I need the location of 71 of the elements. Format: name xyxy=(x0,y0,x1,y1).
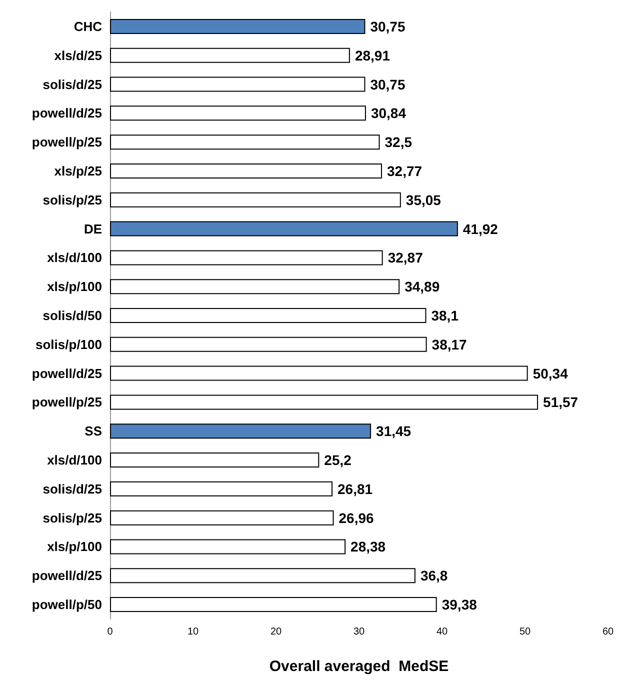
y-tick-label: xls/d/25 xyxy=(54,48,102,63)
y-tick-label: solis/d/25 xyxy=(42,481,102,496)
y-tick-label: xls/d/100 xyxy=(47,452,102,468)
y-tick-label: solis/d/50 xyxy=(42,308,102,323)
data-label: 50,34 xyxy=(532,365,568,382)
y-tick-label: powell/p/50 xyxy=(32,597,102,612)
bar xyxy=(110,394,538,410)
data-label: 34,89 xyxy=(404,278,440,295)
bar xyxy=(110,192,401,208)
x-tick-label: 30 xyxy=(353,626,365,638)
data-label: 26,96 xyxy=(338,510,374,526)
bar xyxy=(110,308,426,323)
bar xyxy=(110,221,458,236)
bar xyxy=(110,539,346,554)
bar xyxy=(110,452,320,468)
y-tick-label: solis/d/25 xyxy=(42,76,102,92)
y-tick-label: xls/p/25 xyxy=(54,163,102,178)
data-label: 51,57 xyxy=(543,394,578,410)
bar xyxy=(110,481,333,496)
y-tick-label: solis/p/25 xyxy=(42,510,102,526)
bar xyxy=(110,134,380,150)
bar xyxy=(110,424,372,439)
data-label: 30,84 xyxy=(370,105,406,122)
data-label: 32,87 xyxy=(388,250,424,266)
data-label: 39,38 xyxy=(442,596,478,613)
y-tick-label: solis/p/25 xyxy=(42,192,102,208)
bar xyxy=(110,48,350,63)
y-tick-label: SS xyxy=(84,424,102,439)
y-tick-label: xls/p/100 xyxy=(47,539,102,554)
x-axis-title: Overall averaged MedSE xyxy=(269,658,449,675)
y-tick-label: solis/p/100 xyxy=(36,336,102,352)
y-tick-label: powell/p/25 xyxy=(32,394,102,410)
data-label: 28,91 xyxy=(354,47,390,64)
bar xyxy=(110,366,528,381)
y-tick-label: powell/p/25 xyxy=(32,134,102,150)
data-label: 30,75 xyxy=(370,76,406,92)
data-label: 32,77 xyxy=(386,162,422,179)
data-label: 38,17 xyxy=(432,336,468,352)
bar xyxy=(110,568,416,584)
x-tick-label: 60 xyxy=(602,626,614,638)
data-label: 36,8 xyxy=(420,568,448,584)
data-label: 26,81 xyxy=(338,480,373,497)
bar xyxy=(110,106,366,121)
x-tick-label: 40 xyxy=(436,626,448,638)
x-tick-label: 10 xyxy=(187,626,199,638)
data-label: 38,1 xyxy=(431,308,459,324)
bar xyxy=(110,250,383,266)
data-label: 28,38 xyxy=(350,538,386,555)
data-label: 41,92 xyxy=(462,220,498,237)
x-tick-label: 50 xyxy=(519,626,531,638)
bar xyxy=(110,510,334,526)
y-tick-label: powell/d/25 xyxy=(32,568,102,584)
y-tick-label: powell/d/25 xyxy=(32,106,102,121)
data-label: 30,75 xyxy=(370,18,406,34)
bar xyxy=(110,163,382,178)
data-label: 35,05 xyxy=(406,192,442,208)
data-label: 31,45 xyxy=(376,423,412,440)
bar xyxy=(110,18,366,34)
x-tick-label: 0 xyxy=(107,626,114,638)
y-tick-label: powell/d/25 xyxy=(32,366,102,381)
bar xyxy=(110,336,427,352)
data-label: 25,2 xyxy=(324,452,352,468)
bar xyxy=(110,279,400,294)
y-tick-label: DE xyxy=(84,221,102,236)
y-tick-label: CHC xyxy=(74,18,103,34)
y-tick-label: xls/p/100 xyxy=(47,279,102,294)
data-label: 32,5 xyxy=(384,134,412,150)
bar xyxy=(110,597,437,612)
y-tick-label: xls/d/100 xyxy=(47,250,102,266)
x-tick-label: 20 xyxy=(270,626,282,638)
bar xyxy=(110,76,366,92)
